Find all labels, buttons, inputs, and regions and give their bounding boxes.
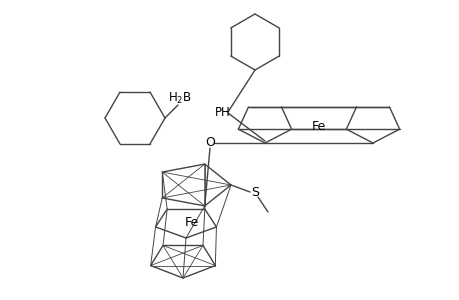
Text: Fe: Fe	[185, 217, 199, 230]
Text: S: S	[251, 187, 258, 200]
Text: H$_2$B: H$_2$B	[168, 91, 191, 106]
Text: O: O	[205, 136, 214, 149]
Text: Fe: Fe	[311, 121, 325, 134]
Text: PH: PH	[214, 106, 230, 118]
